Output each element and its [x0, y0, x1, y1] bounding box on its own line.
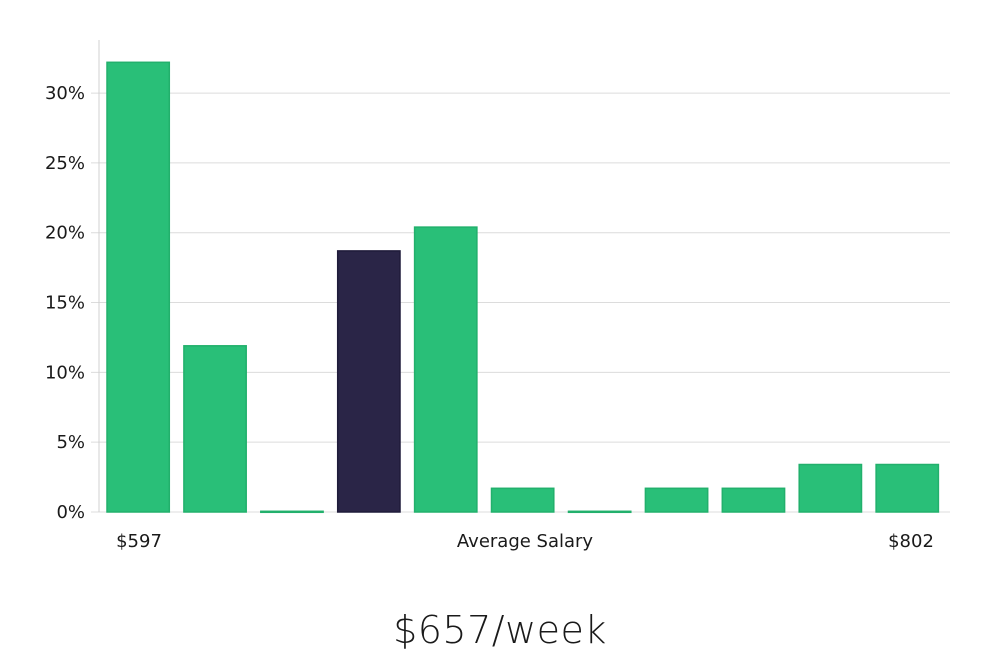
bar: [490, 487, 555, 513]
highlighted-bar: [336, 250, 401, 513]
bar: [106, 61, 171, 513]
bar: [413, 226, 478, 513]
x-axis-title: Average Salary: [457, 531, 594, 552]
bar: [260, 510, 324, 514]
y-tick-label: 25%: [45, 153, 85, 174]
y-tick-label: 5%: [56, 432, 85, 453]
bars: [106, 61, 940, 514]
y-tick-label: 30%: [45, 83, 85, 104]
bar: [798, 463, 863, 513]
average-salary-headline: $657/week: [393, 608, 607, 652]
y-tick-label: 0%: [56, 502, 85, 523]
bar: [567, 510, 632, 514]
bar: [721, 487, 786, 513]
bar: [644, 487, 709, 513]
y-tick-label: 20%: [45, 223, 85, 244]
salary-histogram: 0%5%10%15%20%25%30% $597 Average Salary …: [45, 40, 950, 552]
y-tick-label: 15%: [45, 293, 85, 314]
x-left-label: $597: [116, 531, 162, 552]
bar: [875, 463, 940, 513]
y-tick-labels: 0% 5% 10% 15% 20% 25% 30%: [45, 83, 85, 523]
bar: [183, 345, 247, 513]
y-tick-label: 10%: [45, 362, 85, 383]
x-right-label: $802: [888, 531, 934, 552]
